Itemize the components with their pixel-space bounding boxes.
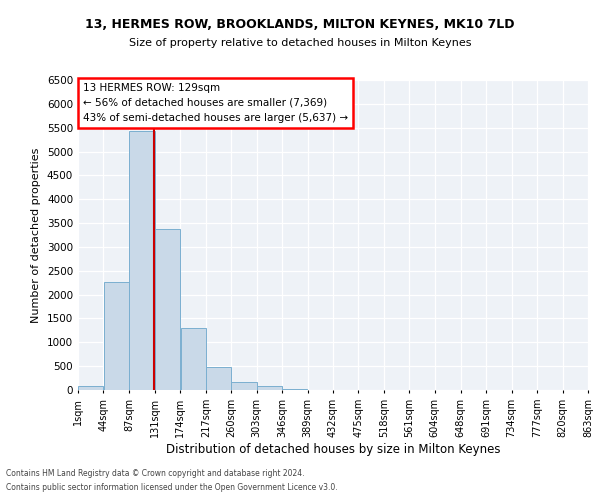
Bar — [206, 366, 231, 390]
Text: 13, HERMES ROW, BROOKLANDS, MILTON KEYNES, MK10 7LD: 13, HERMES ROW, BROOKLANDS, MILTON KEYNE… — [85, 18, 515, 30]
Y-axis label: Number of detached properties: Number of detached properties — [31, 148, 41, 322]
Bar — [104, 282, 129, 390]
Text: Contains HM Land Registry data © Crown copyright and database right 2024.: Contains HM Land Registry data © Crown c… — [6, 468, 305, 477]
Bar — [129, 131, 155, 390]
Bar — [257, 386, 282, 390]
Text: 13 HERMES ROW: 129sqm
← 56% of detached houses are smaller (7,369)
43% of semi-d: 13 HERMES ROW: 129sqm ← 56% of detached … — [83, 83, 348, 122]
Text: Size of property relative to detached houses in Milton Keynes: Size of property relative to detached ho… — [129, 38, 471, 48]
Bar — [78, 386, 103, 390]
Bar — [282, 388, 307, 390]
Bar — [232, 382, 257, 390]
X-axis label: Distribution of detached houses by size in Milton Keynes: Distribution of detached houses by size … — [166, 442, 500, 456]
Text: Contains public sector information licensed under the Open Government Licence v3: Contains public sector information licen… — [6, 484, 338, 492]
Bar — [155, 229, 180, 390]
Bar — [181, 328, 206, 390]
